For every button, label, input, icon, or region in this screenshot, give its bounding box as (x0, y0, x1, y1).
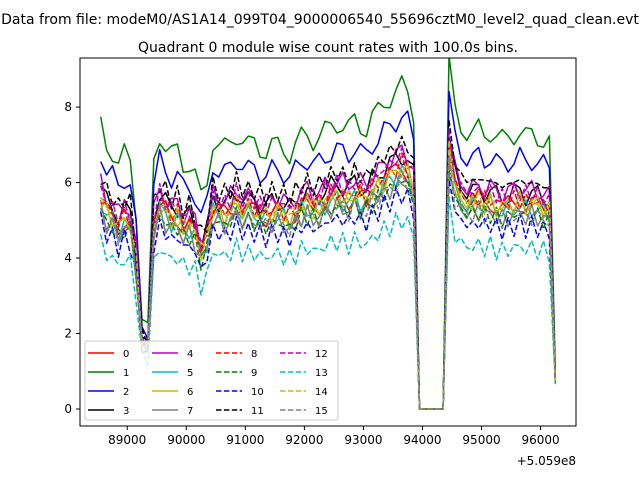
legend-label-10: 10 (251, 387, 264, 398)
x-axis: 89000 90000 91000 92000 93000 94000 95000 96000 (108, 426, 560, 447)
legend-label-7: 7 (187, 406, 193, 417)
series-line-11 (100, 119, 557, 410)
plot-area-frame (79, 57, 577, 427)
x-tick-label: 89000 (108, 433, 146, 447)
legend-label-3: 3 (123, 406, 129, 417)
legend-label-6: 6 (187, 387, 193, 398)
legend-label-11: 11 (251, 406, 264, 417)
chart-title: Quadrant 0 module wise count rates with … (138, 40, 518, 56)
series-line-1 (99, 58, 557, 410)
series-layer (99, 58, 557, 410)
x-tick-label: 96000 (521, 433, 559, 447)
legend-box (84, 340, 339, 421)
y-tick-label: 0 (64, 402, 72, 416)
series-line-4 (99, 136, 557, 410)
series-line-13 (99, 195, 557, 410)
x-tick-label: 93000 (344, 433, 382, 447)
legend-label-9: 9 (251, 368, 257, 379)
series-line-7 (99, 174, 557, 410)
y-axis: 0 2 4 6 8 (64, 100, 80, 416)
legend-label-14: 14 (315, 387, 328, 398)
legend-label-1: 1 (123, 368, 129, 379)
legend-label-12: 12 (315, 349, 328, 360)
x-offset-label: +5.059e8 (517, 454, 576, 468)
legend-label-8: 8 (251, 349, 257, 360)
x-tick-label: 94000 (403, 433, 441, 447)
legend-label-0: 0 (123, 349, 129, 360)
series-line-15 (99, 155, 557, 410)
x-tick-label: 90000 (167, 433, 205, 447)
series-line-8 (100, 152, 557, 410)
y-tick-label: 6 (64, 176, 72, 190)
x-tick-label: 91000 (226, 433, 264, 447)
legend-label-5: 5 (187, 368, 193, 379)
figure-suptitle: Data from file: modeM0/AS1A14_099T04_900… (1, 12, 639, 28)
y-tick-label: 2 (64, 327, 72, 341)
legend-label-4: 4 (187, 349, 193, 360)
legend-label-2: 2 (123, 387, 129, 398)
y-tick-label: 4 (64, 251, 72, 265)
series-line-10 (99, 178, 557, 410)
series-line-2 (100, 90, 557, 410)
legend-label-13: 13 (315, 368, 328, 379)
x-tick-label: 92000 (285, 433, 323, 447)
series-line-14 (100, 139, 557, 410)
y-tick-label: 8 (64, 100, 72, 114)
x-tick-label: 95000 (462, 433, 500, 447)
legend-label-15: 15 (315, 406, 328, 417)
